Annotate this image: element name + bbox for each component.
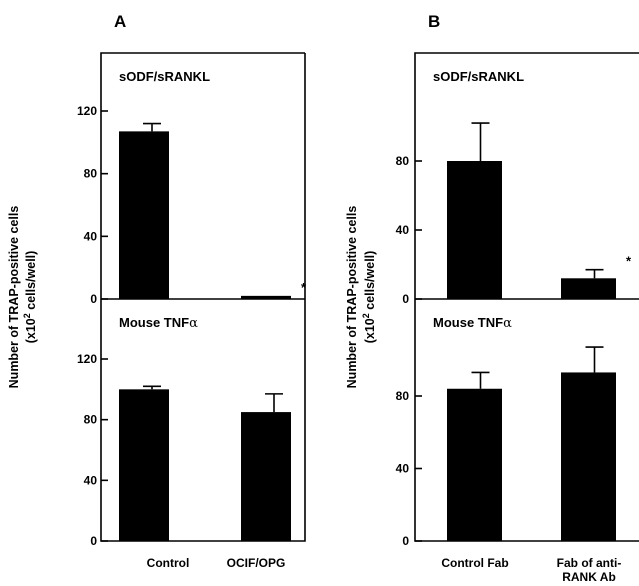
panel-a-sub2-ytick-label-40: 40 bbox=[84, 473, 98, 487]
panel-a-sub2-title: Mouse TNFα bbox=[119, 315, 198, 331]
panel-a-sub2-bar-2 bbox=[241, 412, 291, 541]
panel-b-category-label-2-line2: RANK Ab bbox=[562, 570, 616, 584]
panel-b-sub2-title: Mouse TNFα bbox=[433, 315, 512, 331]
panel-b-frame bbox=[414, 52, 639, 542]
panel-b-sub2-bar-2 bbox=[561, 372, 616, 541]
panel-a-category-label-2: OCIF/OPG bbox=[227, 556, 286, 570]
panel-b-sub1-ytick-label-80: 80 bbox=[396, 154, 410, 168]
panel-b-sub1-significance-mark: * bbox=[626, 254, 632, 269]
panel-b: B Number of TRAP-positive cells (x102 cell… bbox=[345, 12, 639, 584]
panel-b-letter: B bbox=[428, 12, 440, 31]
panel-b-category-label-1: Control Fab bbox=[441, 556, 508, 570]
panel-b-sub1-ytick-label-40: 40 bbox=[396, 223, 410, 237]
panel-a-letter: A bbox=[114, 12, 126, 31]
panel-a-sub1-bar-1 bbox=[119, 131, 169, 299]
panel-b-sub2-ytick-label-80: 80 bbox=[396, 389, 410, 403]
panel-a-sub1-title: sODF/sRANKL bbox=[119, 69, 210, 84]
panel-a-sub1-ytick-label-80: 80 bbox=[84, 167, 98, 181]
panel-a-sub2-ytick-label-120: 120 bbox=[77, 352, 97, 366]
panel-b-sub2-bar-1 bbox=[447, 388, 502, 541]
panel-b-sub1-bar-2 bbox=[561, 278, 616, 299]
panel-b-ylabel: Number of TRAP-positive cells bbox=[345, 206, 359, 389]
panel-a-sub2-bar-1 bbox=[119, 389, 169, 541]
panel-a-category-label-1: Control bbox=[147, 556, 190, 570]
panel-a-sub1-significance-mark: * bbox=[301, 280, 307, 295]
panel-a-sub2-ytick-label-0: 0 bbox=[90, 534, 97, 548]
panel-a-sub1-ytick-label-120: 120 bbox=[77, 104, 97, 118]
panel-b-sub2-ytick-label-40: 40 bbox=[396, 462, 410, 476]
panel-b-sub2-ytick-label-0: 0 bbox=[402, 534, 409, 548]
panel-b-category-label-2-line1: Fab of anti- bbox=[557, 556, 622, 570]
panel-b-sub1-title: sODF/sRANKL bbox=[433, 69, 524, 84]
panel-b-sub1-ytick-label-0: 0 bbox=[402, 292, 409, 306]
panel-a-ylabel-unit: (x102 cells/well) bbox=[22, 251, 38, 344]
panel-b-ylabel-unit: (x102 cells/well) bbox=[361, 251, 377, 344]
panel-b-sub1-bar-1 bbox=[447, 161, 502, 299]
panel-a-sub1-ytick-label-40: 40 bbox=[84, 229, 98, 243]
panel-a-sub2-ytick-label-80: 80 bbox=[84, 413, 98, 427]
panel-a: A Number of TRAP-positive cells (x102 cell… bbox=[7, 12, 307, 570]
panel-a-sub1-bar-2 bbox=[241, 295, 291, 299]
panel-a-sub1-ytick-label-0: 0 bbox=[90, 292, 97, 306]
panel-a-ylabel: Number of TRAP-positive cells bbox=[7, 206, 21, 389]
